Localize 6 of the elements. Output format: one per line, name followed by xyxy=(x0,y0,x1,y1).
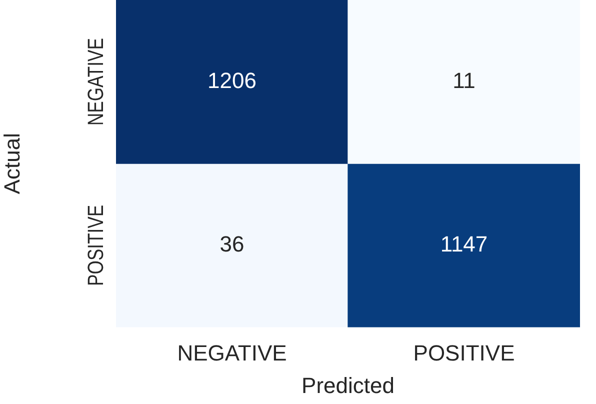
data-label: 1147 xyxy=(440,231,488,256)
x-axis-title: Predicted xyxy=(302,372,394,398)
data-label: 11 xyxy=(452,68,476,93)
data-label: 1206 xyxy=(208,68,256,93)
data-label: 36 xyxy=(220,231,244,256)
y-axis-title: Actual xyxy=(0,133,24,194)
